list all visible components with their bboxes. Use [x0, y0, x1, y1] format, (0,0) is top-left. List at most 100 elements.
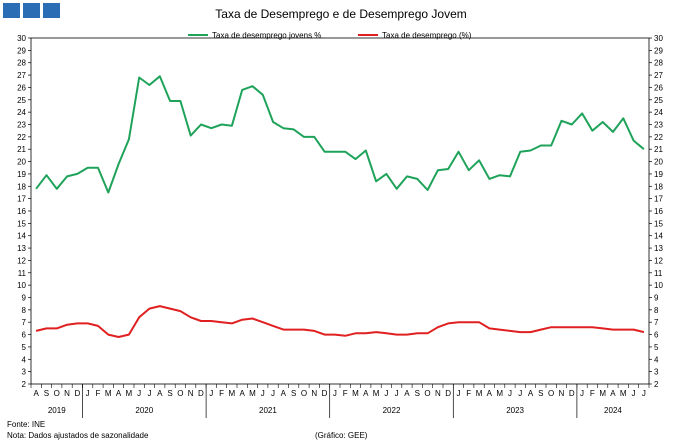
- x-month-label: A: [116, 389, 122, 398]
- x-month-label: A: [528, 389, 534, 398]
- y-tick-label-right: 29: [654, 46, 663, 55]
- x-month-label: F: [590, 389, 595, 398]
- x-month-label: D: [74, 389, 80, 398]
- x-month-label: D: [569, 389, 575, 398]
- x-month-label: N: [188, 389, 194, 398]
- y-tick-label-left: 14: [17, 232, 26, 241]
- y-tick-label-left: 24: [17, 108, 26, 117]
- y-tick-label-right: 9: [654, 294, 659, 303]
- x-month-label: M: [126, 389, 133, 398]
- x-month-label: J: [147, 389, 151, 398]
- logo-square: [43, 3, 60, 18]
- x-month-label: J: [456, 389, 460, 398]
- y-tick-label-right: 14: [654, 232, 663, 241]
- y-tick-label-right: 16: [654, 207, 663, 216]
- y-tick-label-left: 5: [22, 343, 27, 352]
- x-month-label: N: [311, 389, 317, 398]
- x-month-label: A: [239, 389, 245, 398]
- y-tick-label-right: 27: [654, 71, 663, 80]
- y-tick-label-left: 9: [22, 294, 27, 303]
- y-tick-label-left: 25: [17, 96, 26, 105]
- x-month-label: S: [538, 389, 543, 398]
- y-tick-label-left: 18: [17, 182, 26, 191]
- gee-logo-icon: [3, 3, 60, 18]
- y-tick-label-right: 2: [654, 380, 659, 389]
- chart-legend: Taxa de desemprego jovens % Taxa de dese…: [188, 31, 472, 40]
- series-line-youth: [35, 75, 645, 194]
- y-tick-label-left: 27: [17, 71, 26, 80]
- y-tick-label-left: 8: [22, 306, 27, 315]
- x-month-label: O: [54, 389, 60, 398]
- y-tick-label-right: 28: [654, 59, 663, 68]
- y-tick-label-left: 15: [17, 219, 26, 228]
- x-month-label: A: [487, 389, 493, 398]
- y-tick-label-right: 12: [654, 256, 663, 265]
- y-tick-label-left: 29: [17, 46, 26, 55]
- x-month-label: J: [384, 389, 388, 398]
- y-tick-label-right: 5: [654, 343, 659, 352]
- x-month-label: S: [415, 389, 420, 398]
- series-line-total: [35, 305, 645, 338]
- x-month-label: S: [291, 389, 296, 398]
- x-year-label: 2022: [383, 406, 401, 415]
- x-year-label: 2023: [506, 406, 524, 415]
- x-month-label: M: [599, 389, 606, 398]
- y-tick-label-right: 8: [654, 306, 659, 315]
- y-tick-label-left: 4: [22, 355, 27, 364]
- x-month-label: J: [209, 389, 213, 398]
- x-month-label: A: [33, 389, 39, 398]
- legend-label-total: Taxa de desemprego (%): [382, 31, 472, 40]
- x-month-label: M: [249, 389, 256, 398]
- x-month-label: F: [219, 389, 224, 398]
- y-tick-label-right: 11: [654, 269, 663, 278]
- x-month-label: M: [476, 389, 483, 398]
- x-month-label: J: [86, 389, 90, 398]
- x-month-label: A: [610, 389, 616, 398]
- x-month-label: A: [404, 389, 410, 398]
- y-tick-label-right: 21: [654, 145, 663, 154]
- x-month-label: A: [157, 389, 163, 398]
- y-tick-label-right: 18: [654, 182, 663, 191]
- y-tick-label-right: 20: [654, 158, 663, 167]
- chart-series: [35, 75, 645, 338]
- x-month-label: A: [363, 389, 369, 398]
- y-tick-label-right: 13: [654, 244, 663, 253]
- x-month-label: D: [322, 389, 328, 398]
- x-month-label: F: [466, 389, 471, 398]
- y-tick-label-right: 22: [654, 133, 663, 142]
- y-tick-label-right: 19: [654, 170, 663, 179]
- y-tick-label-left: 19: [17, 170, 26, 179]
- y-tick-label-right: 15: [654, 219, 663, 228]
- x-month-label: M: [352, 389, 359, 398]
- footer-note: Nota: Dados ajustados de sazonalidade: [7, 431, 149, 440]
- y-tick-label-right: 26: [654, 83, 663, 92]
- y-tick-label-right: 25: [654, 96, 663, 105]
- y-tick-label-right: 7: [654, 318, 659, 327]
- x-month-label: J: [580, 389, 584, 398]
- x-month-label: M: [496, 389, 503, 398]
- y-tick-label-left: 2: [22, 380, 27, 389]
- x-month-label: J: [333, 389, 337, 398]
- y-tick-label-right: 30: [654, 34, 663, 43]
- x-month-label: S: [167, 389, 172, 398]
- y-tick-label-right: 17: [654, 195, 663, 204]
- y-tick-label-right: 4: [654, 355, 659, 364]
- x-month-label: J: [395, 389, 399, 398]
- x-month-label: M: [373, 389, 380, 398]
- x-month-label: O: [177, 389, 183, 398]
- y-tick-label-left: 11: [18, 269, 27, 278]
- y-tick-label-left: 3: [22, 368, 27, 377]
- logo-square: [3, 3, 20, 18]
- y-tick-label-left: 21: [17, 145, 26, 154]
- x-month-label: F: [343, 389, 348, 398]
- x-month-label: D: [198, 389, 204, 398]
- y-tick-label-left: 20: [17, 158, 26, 167]
- x-month-label: J: [271, 389, 275, 398]
- x-month-label: N: [64, 389, 70, 398]
- x-month-label: D: [445, 389, 451, 398]
- x-year-label: 2024: [604, 406, 622, 415]
- x-month-label: J: [518, 389, 522, 398]
- y-tick-label-left: 23: [17, 121, 26, 130]
